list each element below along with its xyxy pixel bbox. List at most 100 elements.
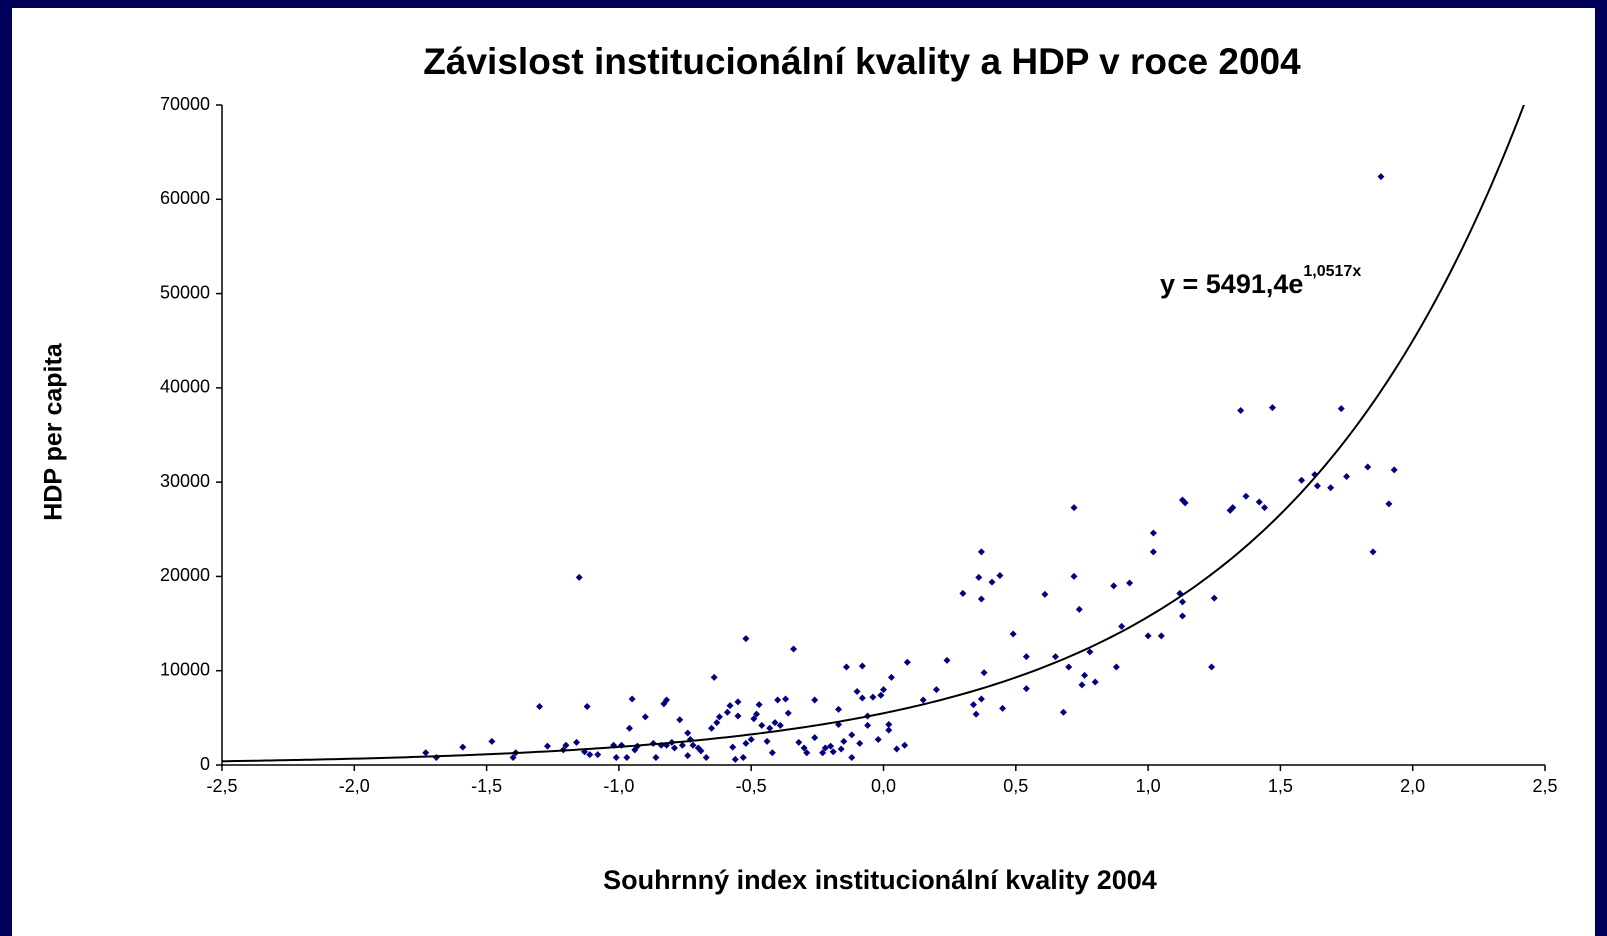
data-point (776, 721, 784, 729)
data-point (1091, 678, 1099, 686)
data-point (784, 709, 792, 717)
data-point (1261, 504, 1269, 512)
y-tick-label: 30000 (160, 471, 210, 491)
data-point (509, 753, 517, 761)
data-point (1070, 504, 1078, 512)
data-point (1059, 708, 1067, 716)
data-point (1118, 622, 1126, 630)
data-point (739, 753, 747, 761)
data-point (750, 715, 758, 723)
x-axis-label: Souhrnný index institucionální kvality 2… (603, 865, 1157, 895)
data-point (1178, 598, 1186, 606)
data-point (1268, 404, 1276, 412)
data-point (1051, 653, 1059, 661)
data-point (988, 578, 996, 586)
data-point (734, 712, 742, 720)
equation-exponent: 1,0517x (1303, 263, 1361, 280)
data-point (684, 729, 692, 737)
data-point (768, 749, 776, 757)
data-point (663, 696, 671, 704)
data-point (1327, 484, 1335, 492)
data-point (996, 571, 1004, 579)
x-tick-label: -2,5 (206, 776, 237, 796)
data-point (1157, 632, 1165, 640)
data-point (795, 738, 803, 746)
y-tick-label: 50000 (160, 282, 210, 302)
x-tick-label: 0,5 (1003, 776, 1028, 796)
data-point (678, 741, 686, 749)
data-point (731, 755, 739, 763)
y-tick-label: 20000 (160, 565, 210, 585)
data-point (1377, 173, 1385, 181)
data-point (713, 719, 721, 727)
chart-title: Závislost institucionální kvality a HDP … (423, 41, 1301, 82)
data-point (977, 695, 985, 703)
data-point (562, 741, 570, 749)
data-point (771, 719, 779, 727)
data-point (583, 703, 591, 711)
data-point (1242, 492, 1250, 500)
data-point (742, 739, 750, 747)
data-point (726, 702, 734, 710)
data-point (803, 749, 811, 757)
data-point (1041, 590, 1049, 598)
y-tick-label: 70000 (160, 94, 210, 114)
data-point (1022, 685, 1030, 693)
data-point (977, 595, 985, 603)
data-point (856, 739, 864, 747)
data-point (1078, 681, 1086, 689)
data-point (734, 698, 742, 706)
data-point (840, 737, 848, 745)
x-tick-label: -2,0 (339, 776, 370, 796)
data-point (697, 747, 705, 755)
data-point (819, 749, 827, 757)
trendline-equation: y = 5491,4e1,0517x (1160, 263, 1361, 299)
y-tick-label: 60000 (160, 188, 210, 208)
data-point (747, 736, 755, 744)
data-point (612, 753, 620, 761)
data-point (676, 716, 684, 724)
data-point (972, 710, 980, 718)
data-point (488, 737, 496, 745)
x-tick-label: 2,5 (1532, 776, 1557, 796)
data-point (1313, 482, 1321, 490)
data-point (877, 691, 885, 699)
data-point (752, 710, 760, 718)
data-point (842, 663, 850, 671)
data-point (1009, 630, 1017, 638)
data-point (858, 662, 866, 670)
data-point (903, 658, 911, 666)
data-point (575, 573, 583, 581)
data-point (943, 656, 951, 664)
data-point (800, 744, 808, 752)
x-tick-label: 1,5 (1268, 776, 1293, 796)
data-point (853, 687, 861, 695)
trendline (222, 105, 1525, 763)
data-point (1178, 612, 1186, 620)
data-point (782, 695, 790, 703)
x-tick-label: -1,0 (603, 776, 634, 796)
data-point (641, 713, 649, 721)
equation-base: y = 5491,4e (1160, 269, 1303, 299)
data-point (1208, 663, 1216, 671)
x-tick-label: 0,0 (871, 776, 896, 796)
data-point (1081, 671, 1089, 679)
data-point (1229, 504, 1237, 512)
data-point (684, 752, 692, 760)
data-point (623, 753, 631, 761)
data-point (1110, 582, 1118, 590)
x-tick-label: -0,5 (736, 776, 767, 796)
data-point (887, 673, 895, 681)
data-point (586, 751, 594, 759)
data-point (829, 748, 837, 756)
data-point (1181, 499, 1189, 507)
data-point (715, 713, 723, 721)
data-point (1075, 605, 1083, 613)
data-point (1237, 406, 1245, 414)
data-point (1149, 529, 1157, 537)
data-point (625, 724, 633, 732)
data-point (1112, 663, 1120, 671)
data-point (594, 751, 602, 759)
data-point (1086, 648, 1094, 656)
